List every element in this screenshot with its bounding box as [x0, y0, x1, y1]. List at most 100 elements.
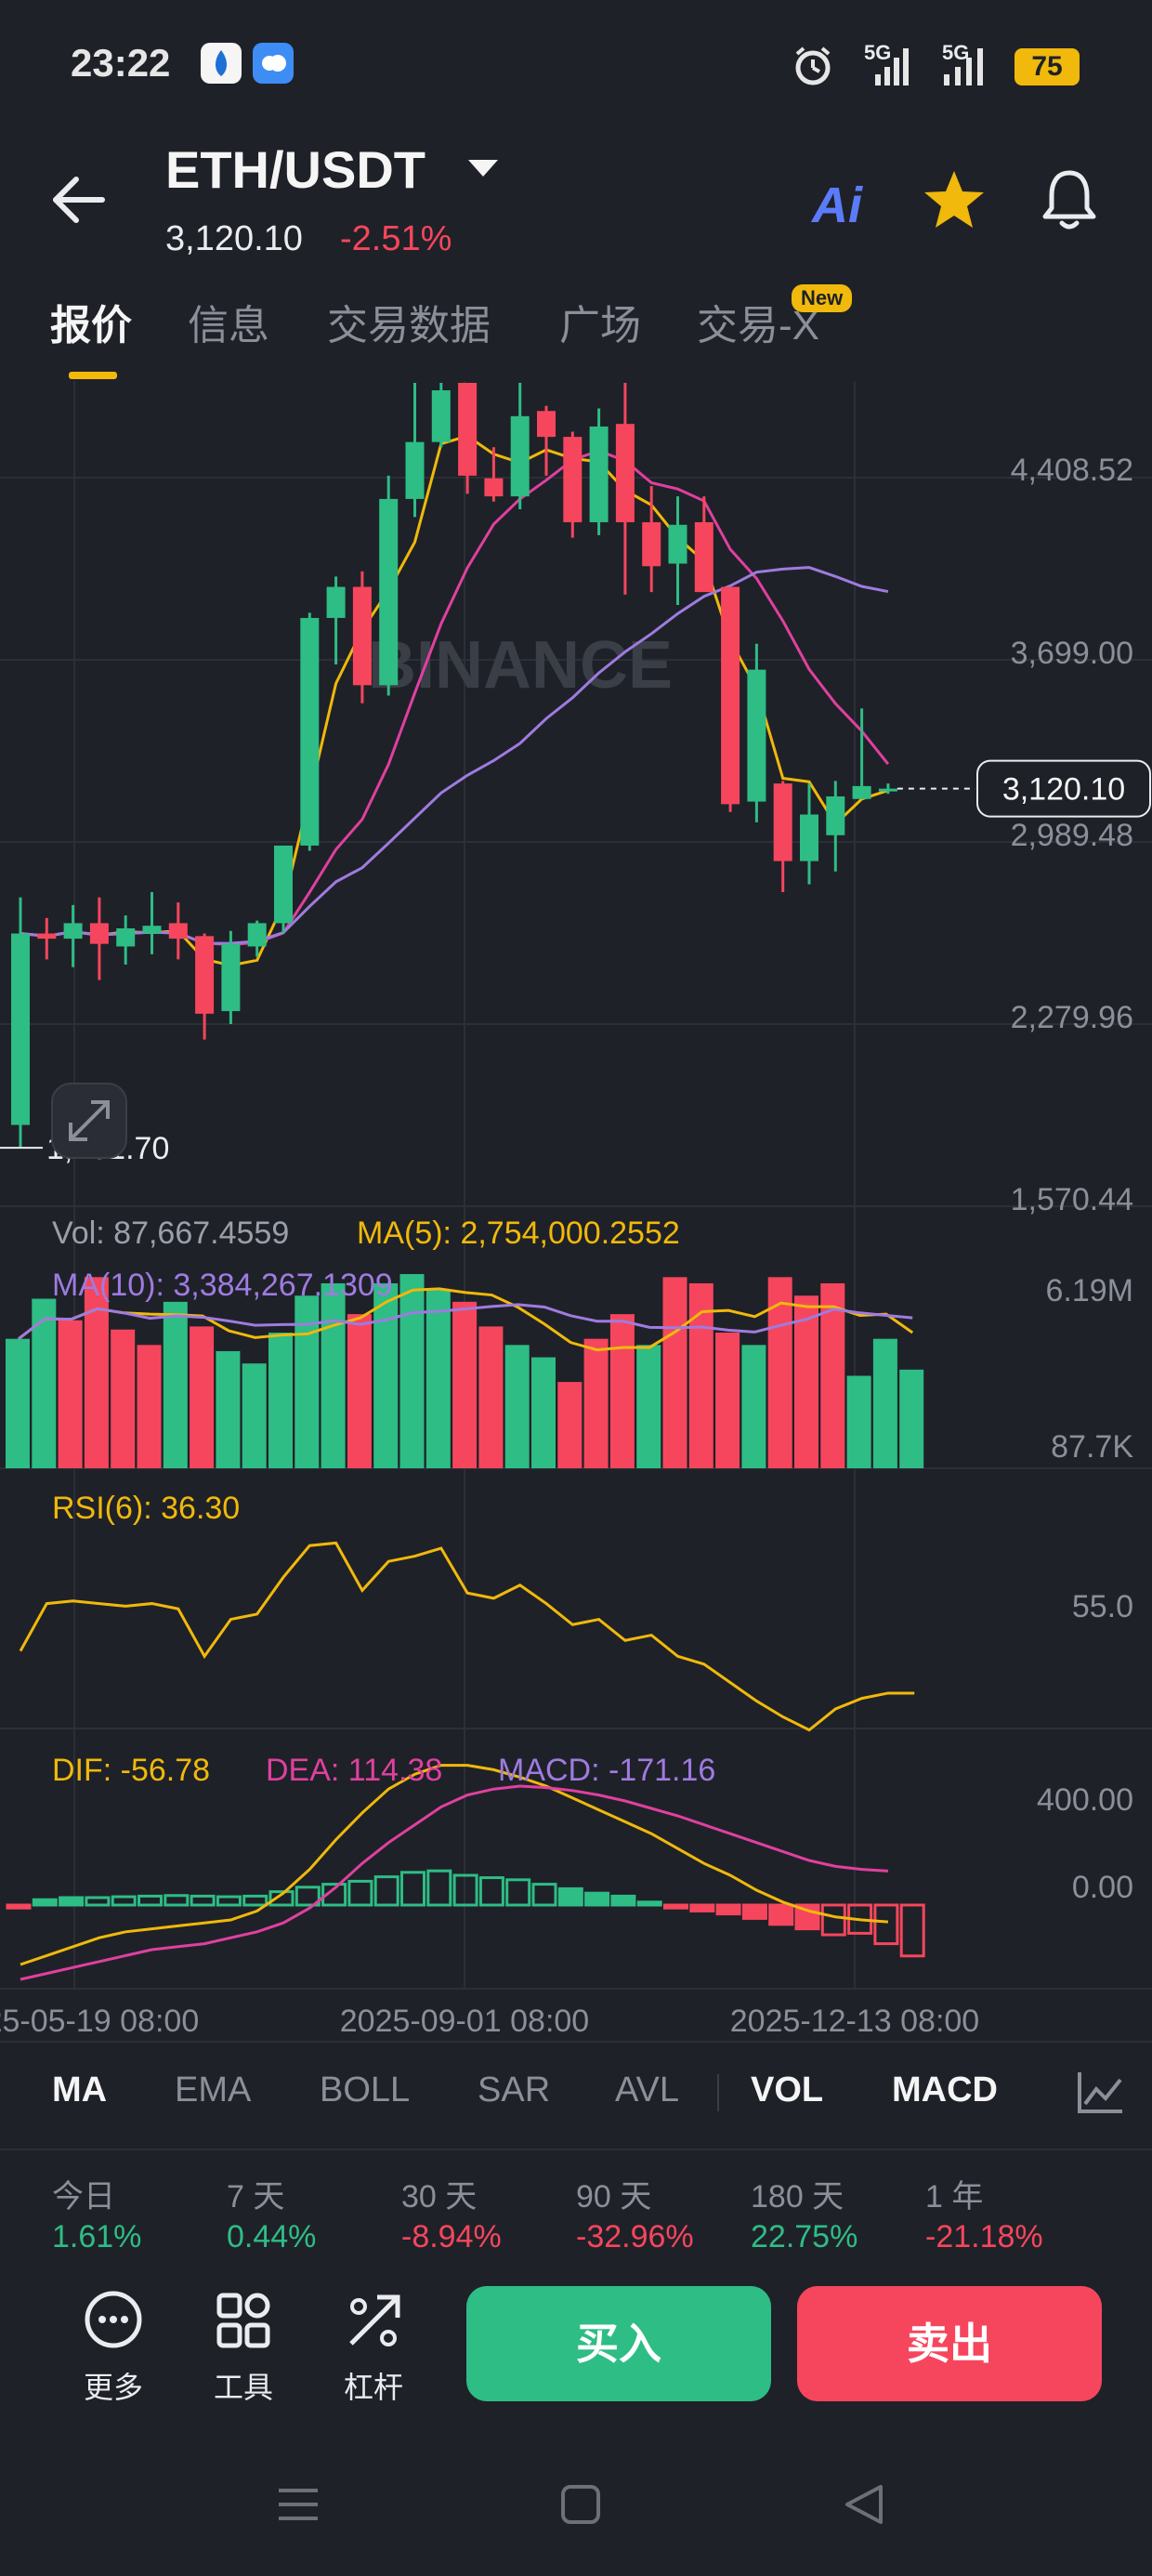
volume-bar — [111, 1329, 136, 1468]
volume-bars: 6.19M 87.7K — [6, 1273, 1133, 1468]
indicator-vol[interactable]: VOL — [751, 2070, 824, 2109]
macd-histogram-bar — [137, 1894, 163, 1907]
perf-value: 1.61% — [52, 2219, 142, 2254]
vol-ma5-line — [18, 1287, 914, 1352]
volume-bar — [163, 1301, 188, 1468]
tab-square[interactable]: 广场 — [559, 303, 641, 348]
more-icon — [85, 2291, 142, 2348]
volume-bar — [216, 1350, 241, 1468]
indicator-ma[interactable]: MA — [52, 2070, 108, 2109]
volume-bar — [688, 1282, 713, 1468]
candle-body — [195, 936, 215, 1014]
macd-axis-label: 0.00 — [1072, 1870, 1133, 1905]
volume-bar — [268, 1333, 293, 1468]
tools-button[interactable]: 工具 — [197, 2288, 290, 2404]
indicator-macd[interactable]: MACD — [892, 2070, 998, 2109]
volume-bar — [846, 1375, 871, 1468]
price-axis: 4,408.52 3,699.00 2,989.48 2,279.96 1,570.44… — [0, 453, 1151, 1217]
price-axis-label: 2,989.48 — [1011, 818, 1133, 853]
candle-body — [326, 586, 346, 618]
volume-bar — [425, 1289, 451, 1468]
perf-label: 30 天 — [401, 2179, 478, 2215]
indicator-boll[interactable]: BOLL — [320, 2070, 411, 2109]
tab-quote[interactable]: 报价 — [50, 303, 132, 348]
chevron-down-icon[interactable] — [468, 160, 498, 177]
macd-legend: MACD: -171.16 — [498, 1753, 716, 1788]
macd-dea-legend: DEA: 114.38 — [266, 1753, 443, 1788]
macd-histogram-bar — [820, 1903, 846, 1937]
time-axis-label: 2025-09-01 08:00 — [340, 2004, 589, 2039]
macd-histogram-bar — [715, 1903, 741, 1916]
macd-histogram-bar — [899, 1903, 925, 1958]
network-label-2: 5G — [942, 41, 970, 64]
macd-axis-label: 400.00 — [1037, 1782, 1133, 1818]
leverage-button[interactable]: 杠杆 — [327, 2288, 420, 2404]
current-price-label: 3,120.10 — [1002, 772, 1125, 808]
home-nav-icon[interactable] — [557, 2481, 604, 2528]
rsi-line: 55.0 — [19, 1541, 1133, 1732]
perf-value: -8.94% — [401, 2219, 502, 2254]
leverage-label: 杠杆 — [343, 2371, 403, 2404]
candle-body — [142, 926, 162, 934]
macd-histogram-bar — [216, 1895, 242, 1907]
volume-bar — [58, 1320, 83, 1468]
perf-label: 今日 — [52, 2179, 115, 2215]
alarm-icon — [795, 46, 831, 85]
volume-bar — [872, 1338, 897, 1468]
candle-body — [642, 521, 661, 567]
buy-button[interactable]: 买入 — [466, 2286, 771, 2401]
price-axis-label: 1,570.44 — [1011, 1182, 1133, 1217]
volume-bar — [767, 1277, 792, 1468]
pair-title[interactable]: ETH/USDT — [165, 140, 425, 199]
indicator-avl[interactable]: AVL — [615, 2070, 680, 2109]
volume-bar — [794, 1295, 818, 1468]
macd-dif-legend: DIF: -56.78 — [52, 1753, 211, 1788]
candle-body — [668, 524, 687, 564]
star-icon[interactable] — [922, 167, 987, 232]
menu-nav-icon[interactable] — [275, 2481, 321, 2528]
chart-settings-icon[interactable] — [1074, 2069, 1126, 2117]
sell-button[interactable]: 卖出 — [797, 2286, 1102, 2401]
perf-value: 0.44% — [227, 2219, 317, 2254]
price-change: -2.51% — [340, 219, 452, 258]
candle-body — [116, 927, 136, 947]
price-axis-label: 4,408.52 — [1011, 453, 1133, 488]
bell-icon[interactable] — [1037, 165, 1102, 234]
macd-histogram-bar — [505, 1878, 531, 1907]
volume-bar — [715, 1333, 740, 1468]
weather-icon — [253, 43, 294, 84]
current-price-tag — [976, 759, 1151, 818]
expand-icon[interactable] — [50, 1082, 128, 1160]
tab-trade-data[interactable]: 交易数据 — [327, 303, 491, 348]
macd-histogram-bar — [873, 1903, 899, 1946]
indicator-sar[interactable]: SAR — [478, 2070, 551, 2109]
back-nav-icon[interactable] — [840, 2481, 886, 2528]
divider — [0, 2149, 1152, 2150]
back-arrow-icon[interactable] — [48, 167, 113, 232]
volume-bar — [478, 1326, 504, 1468]
price-chart[interactable]: BINANCE 4,408.52 3,699.00 2,989.48 2,279.96… — [0, 381, 1152, 2044]
macd-histogram-bar — [373, 1875, 399, 1907]
perf-label: 7 天 — [227, 2179, 285, 2215]
perf-label: 1 年 — [925, 2179, 984, 2215]
app-icon-1 — [201, 43, 242, 84]
macd-dif-line — [20, 1764, 889, 1966]
candle-body — [615, 424, 635, 522]
tab-info[interactable]: 信息 — [188, 303, 269, 348]
macd-histogram-bar — [663, 1903, 688, 1910]
rsi6-line — [19, 1541, 915, 1732]
candle-body — [352, 586, 372, 686]
indicator-ema[interactable]: EMA — [175, 2070, 252, 2109]
more-button[interactable]: 更多 — [67, 2288, 160, 2404]
tools-icon — [216, 2293, 270, 2348]
candle-body — [694, 521, 713, 593]
candle-body — [721, 586, 740, 805]
volume-bar — [373, 1282, 399, 1468]
volume-bar — [295, 1295, 320, 1468]
macd-histogram-bar — [347, 1879, 373, 1907]
ai-icon[interactable]: Ai — [812, 177, 862, 233]
price-axis-label: 2,279.96 — [1011, 1000, 1133, 1035]
volume-bar — [6, 1338, 30, 1468]
rsi-legend: RSI(6): 36.30 — [52, 1491, 241, 1526]
macd-histogram-bar — [164, 1894, 190, 1907]
